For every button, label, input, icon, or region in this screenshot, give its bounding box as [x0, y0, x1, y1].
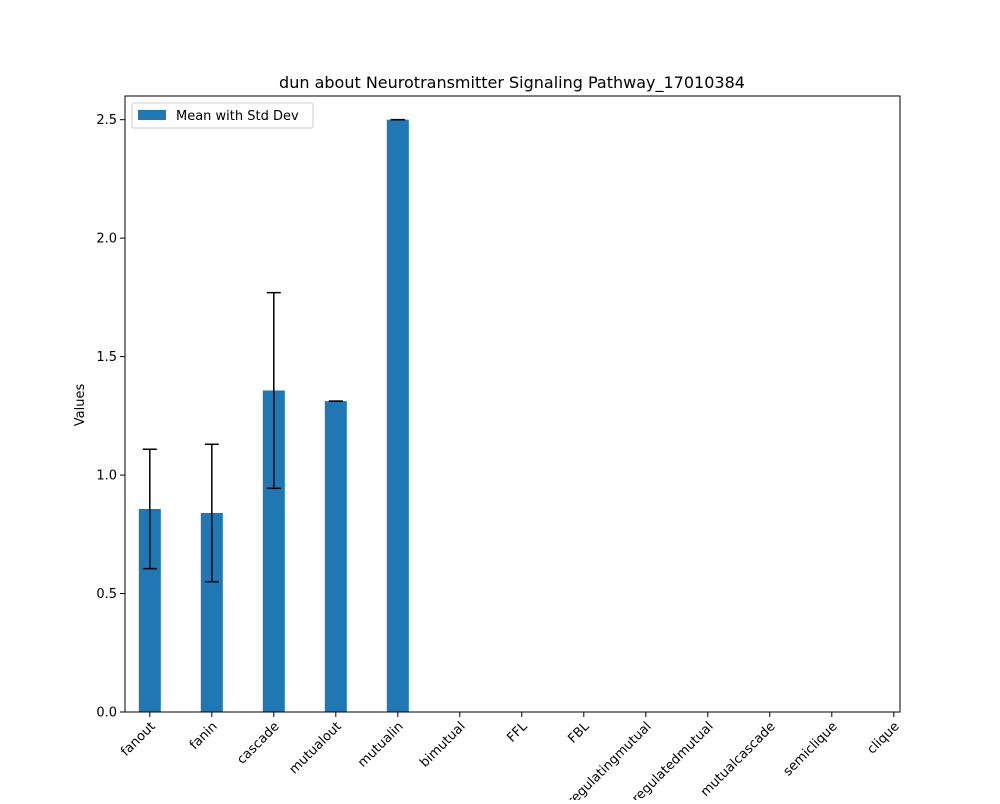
plot-frame [124, 95, 901, 713]
x-tick-label: fanin [187, 719, 221, 753]
legend: Mean with Std Dev [131, 102, 314, 129]
x-tick-label: clique [865, 719, 903, 757]
y-tick-label: 1.5 [96, 350, 117, 365]
legend-swatch [138, 110, 166, 120]
y-tick-label: 2.0 [96, 232, 117, 247]
x-tick-label: FBL [565, 719, 593, 747]
bar-fanout [138, 508, 161, 712]
bar-fanin [200, 512, 223, 712]
x-tick-label: mutualin [355, 719, 406, 770]
y-tick-label: 1.0 [96, 469, 117, 484]
legend-frame [131, 102, 314, 129]
x-tick-label: cascade [234, 719, 282, 767]
y-tick-label: 0.0 [96, 706, 117, 721]
x-tick-label: semiclique [781, 719, 841, 779]
x-tick-label: bimutual [417, 719, 468, 770]
y-tick-label: 2.5 [96, 113, 117, 128]
legend-label: Mean with Std Dev [176, 109, 299, 124]
x-tick-label: fanout [118, 719, 158, 759]
x-tick-label: mutualout [287, 719, 345, 777]
x-tick-label: FFL [504, 719, 531, 746]
y-tick-label: 0.5 [96, 587, 117, 602]
bar-mutualin [386, 119, 409, 712]
bar-cascade [262, 390, 285, 712]
chart-title: dun about Neurotransmitter Signaling Pat… [279, 73, 745, 93]
bar-mutualout [324, 401, 347, 712]
y-axis-label: Values [73, 384, 88, 427]
